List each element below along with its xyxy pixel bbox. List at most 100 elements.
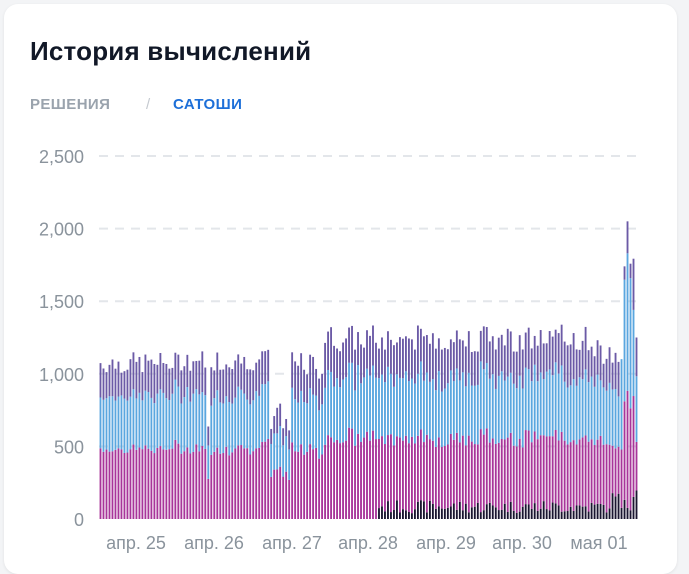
bar-segment[interactable] [408,338,410,382]
bar-segment[interactable] [396,342,398,375]
bar-segment[interactable] [249,454,252,520]
bar-segment[interactable] [189,401,192,454]
bar-segment[interactable] [446,507,449,519]
bar-segment[interactable] [440,391,443,447]
bar-segment[interactable] [285,436,288,472]
bar-segment[interactable] [114,449,117,519]
bar-segment[interactable] [608,508,611,519]
bar-segment[interactable] [554,329,557,363]
bar-segment[interactable] [599,380,602,436]
bar-segment[interactable] [425,512,428,519]
bar-segment[interactable] [545,343,548,372]
bar-segment[interactable] [440,508,443,519]
bar-segment[interactable] [584,435,587,507]
bar-segment[interactable] [617,493,620,519]
bar-segment[interactable] [470,385,473,442]
bar-segment[interactable] [273,433,276,470]
bar-segment[interactable] [419,328,422,362]
bar-segment[interactable] [381,374,383,437]
bar-segment[interactable] [521,388,524,448]
bar-segment[interactable] [315,395,318,448]
bar-segment[interactable] [443,446,446,509]
bar-segment[interactable] [566,511,569,519]
bar-segment[interactable] [605,358,608,391]
bar-segment[interactable] [396,500,398,519]
bar-segment[interactable] [207,426,210,446]
bar-segment[interactable] [315,447,318,519]
bar-segment[interactable] [327,331,330,370]
bar-segment[interactable] [563,511,566,519]
bar-segment[interactable] [156,364,159,394]
bar-segment[interactable] [569,344,572,386]
bar-segment[interactable] [596,439,599,504]
bar-segment[interactable] [351,325,353,363]
bar-segment[interactable] [632,258,635,310]
bar-segment[interactable] [345,377,347,441]
bar-segment[interactable] [342,342,344,380]
bar-segment[interactable] [159,353,162,390]
bar-segment[interactable] [195,444,198,519]
bar-segment[interactable] [623,499,626,519]
bar-segment[interactable] [626,253,629,391]
bar-segment[interactable] [114,368,117,401]
bar-segment[interactable] [387,366,389,436]
bar-segment[interactable] [467,512,470,519]
bar-segment[interactable] [309,388,312,445]
bar-segment[interactable] [617,361,620,397]
bar-segment[interactable] [105,449,108,519]
bar-segment[interactable] [324,387,327,445]
bar-segment[interactable] [144,354,147,391]
bar-segment[interactable] [276,433,279,470]
bar-segment[interactable] [515,446,518,513]
bar-segment[interactable] [434,446,437,509]
bar-segment[interactable] [228,455,231,519]
bar-segment[interactable] [590,346,593,377]
bar-segment[interactable] [596,340,599,375]
bar-segment[interactable] [321,404,324,455]
bar-segment[interactable] [219,402,222,454]
bar-segment[interactable] [282,445,285,477]
bar-segment[interactable] [312,394,315,450]
bar-segment[interactable] [518,335,521,376]
bar-segment[interactable] [527,327,530,370]
bar-segment[interactable] [572,379,575,441]
bar-segment[interactable] [174,352,177,380]
bar-segment[interactable] [255,448,258,519]
bar-segment[interactable] [132,389,135,445]
bar-segment[interactable] [635,337,638,377]
bar-segment[interactable] [530,348,533,382]
bar-segment[interactable] [572,333,575,380]
bar-segment[interactable] [138,392,141,448]
bar-segment[interactable] [533,335,536,365]
bar-segment[interactable] [300,444,303,519]
bar-segment[interactable] [135,361,138,399]
bar-segment[interactable] [363,437,365,519]
bar-segment[interactable] [372,430,374,519]
bar-segment[interactable] [605,444,608,513]
bar-segment[interactable] [431,440,434,504]
bar-segment[interactable] [363,347,365,378]
bar-segment[interactable] [357,433,359,519]
bar-segment[interactable] [491,438,494,506]
bar-segment[interactable] [312,449,315,519]
bar-segment[interactable] [590,439,593,503]
bar-segment[interactable] [408,381,410,444]
bar-segment[interactable] [198,451,201,519]
bar-segment[interactable] [120,449,123,519]
bar-segment[interactable] [399,337,401,378]
bar-segment[interactable] [425,372,428,435]
bar-segment[interactable] [282,476,285,519]
bar-segment[interactable] [425,434,428,513]
bar-segment[interactable] [584,369,587,436]
bar-segment[interactable] [617,396,620,447]
bar-segment[interactable] [569,385,572,443]
bar-segment[interactable] [294,361,297,400]
bar-segment[interactable] [617,446,620,494]
bar-segment[interactable] [524,430,527,505]
bar-segment[interactable] [458,339,461,381]
bar-segment[interactable] [467,331,470,373]
bar-segment[interactable] [629,408,632,511]
bar-segment[interactable] [393,510,395,519]
bar-segment[interactable] [393,345,395,387]
bar-segment[interactable] [345,440,347,519]
